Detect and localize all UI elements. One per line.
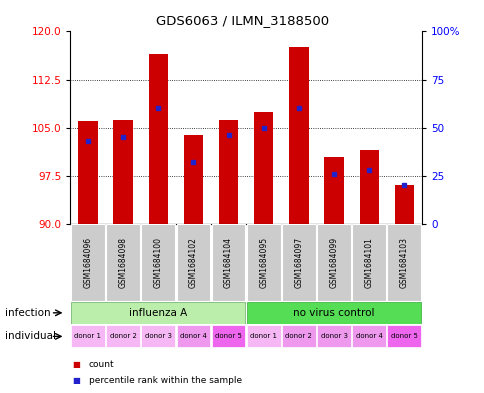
Bar — [113, 120, 133, 224]
Bar — [176, 224, 210, 301]
Text: GSM1684095: GSM1684095 — [258, 237, 268, 288]
Text: donor 1: donor 1 — [74, 333, 101, 340]
Text: infection: infection — [5, 308, 50, 318]
Text: GSM1684102: GSM1684102 — [188, 237, 197, 288]
Text: percentile rank within the sample: percentile rank within the sample — [89, 376, 242, 385]
Text: donor 1: donor 1 — [250, 333, 277, 340]
Bar — [281, 325, 315, 347]
Text: count: count — [89, 360, 114, 369]
Bar — [359, 150, 378, 224]
Text: GSM1684096: GSM1684096 — [83, 237, 92, 288]
Text: individual: individual — [5, 331, 56, 342]
Text: donor 4: donor 4 — [355, 333, 382, 340]
Bar — [106, 325, 140, 347]
Bar — [176, 325, 210, 347]
Text: GSM1684104: GSM1684104 — [224, 237, 233, 288]
Bar — [183, 136, 203, 224]
Bar — [78, 121, 97, 224]
Text: no virus control: no virus control — [293, 308, 374, 318]
Bar — [317, 224, 350, 301]
Text: GSM1684103: GSM1684103 — [399, 237, 408, 288]
Bar — [246, 302, 421, 324]
Text: donor 5: donor 5 — [390, 333, 417, 340]
Bar — [254, 112, 273, 224]
Bar — [141, 224, 175, 301]
Text: GSM1684100: GSM1684100 — [153, 237, 163, 288]
Text: ■: ■ — [73, 360, 80, 369]
Text: donor 3: donor 3 — [320, 333, 347, 340]
Text: GSM1684101: GSM1684101 — [364, 237, 373, 288]
Text: GSM1684097: GSM1684097 — [294, 237, 303, 288]
Text: donor 4: donor 4 — [180, 333, 206, 340]
Bar — [71, 302, 245, 324]
Bar — [351, 325, 385, 347]
Bar — [106, 224, 140, 301]
Bar — [246, 224, 280, 301]
Bar — [71, 325, 105, 347]
Text: GSM1684099: GSM1684099 — [329, 237, 338, 288]
Bar — [387, 325, 421, 347]
Text: donor 5: donor 5 — [215, 333, 242, 340]
Bar — [148, 54, 167, 224]
Bar — [387, 224, 421, 301]
Text: ■: ■ — [73, 376, 80, 385]
Bar — [71, 224, 105, 301]
Text: influenza A: influenza A — [129, 308, 187, 318]
Bar — [211, 224, 245, 301]
Text: GDS6063 / ILMN_3188500: GDS6063 / ILMN_3188500 — [156, 14, 328, 27]
Bar — [394, 185, 413, 224]
Bar — [141, 325, 175, 347]
Bar — [281, 224, 315, 301]
Text: donor 2: donor 2 — [285, 333, 312, 340]
Bar — [211, 325, 245, 347]
Bar — [324, 156, 343, 224]
Text: GSM1684098: GSM1684098 — [118, 237, 127, 288]
Bar — [317, 325, 350, 347]
Bar — [288, 48, 308, 224]
Bar — [218, 120, 238, 224]
Bar — [246, 325, 280, 347]
Text: donor 3: donor 3 — [144, 333, 171, 340]
Bar — [351, 224, 385, 301]
Text: donor 2: donor 2 — [109, 333, 136, 340]
